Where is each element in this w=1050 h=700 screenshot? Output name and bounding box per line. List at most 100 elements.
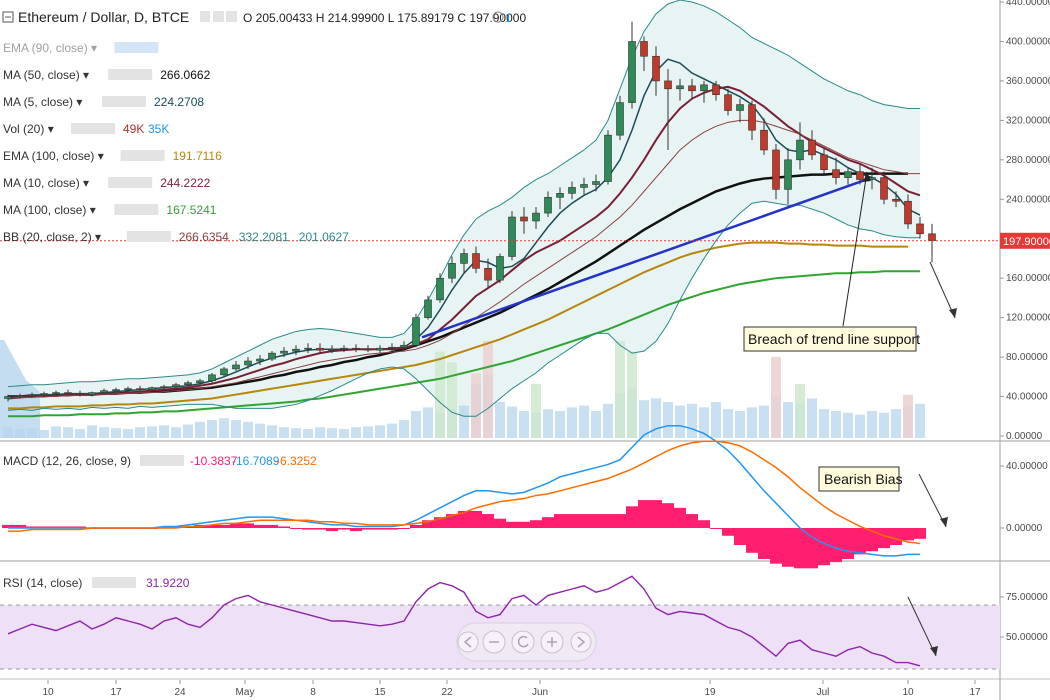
macd-histogram-bar bbox=[878, 528, 890, 549]
legend-row-ema90[interactable]: EMA (90, close) ▾ bbox=[3, 41, 159, 55]
down-arrow-head bbox=[940, 517, 948, 527]
legend-settings-icons[interactable] bbox=[114, 42, 159, 53]
legend-settings-icons[interactable] bbox=[126, 231, 171, 242]
macd-histogram-bar bbox=[14, 524, 26, 528]
chevron-left-icon[interactable] bbox=[457, 631, 479, 653]
volume-bar bbox=[351, 427, 361, 438]
legend-settings-icons[interactable] bbox=[114, 204, 159, 215]
candle bbox=[472, 246, 480, 274]
candle-body bbox=[220, 368, 228, 376]
candle bbox=[424, 295, 432, 320]
candle bbox=[304, 343, 312, 354]
candle-body bbox=[928, 233, 936, 242]
legend-settings-icons[interactable] bbox=[108, 69, 153, 80]
candle-body bbox=[472, 253, 480, 269]
candle-body bbox=[160, 386, 168, 388]
volume-bar bbox=[111, 428, 121, 438]
macd-histogram-bar bbox=[662, 503, 674, 528]
legend-row-ma10[interactable]: MA (10, close) ▾ 244.2222 bbox=[3, 176, 211, 190]
macd-histogram-bar bbox=[794, 528, 806, 569]
candle bbox=[268, 351, 276, 362]
down-arrow bbox=[929, 261, 956, 319]
header-settings-icons[interactable] bbox=[200, 11, 237, 22]
macd-histogram-bar bbox=[62, 526, 74, 528]
annotation-pointer bbox=[842, 171, 868, 327]
legend-row-bb[interactable]: BB (20, close, 2) ▾ 266.6354 332.2081 201.0… bbox=[3, 230, 349, 244]
volume-bar bbox=[723, 409, 733, 438]
volume-bar bbox=[231, 420, 241, 438]
volume-spike-bar bbox=[615, 340, 625, 438]
annotation-arrowhead bbox=[863, 172, 871, 182]
macd-histogram-bar bbox=[2, 524, 14, 528]
reset-icon[interactable] bbox=[511, 630, 535, 654]
minus-square-icon[interactable] bbox=[2, 11, 14, 23]
legend-value: 266.0662 bbox=[160, 68, 210, 82]
macd-histogram-bar bbox=[458, 510, 470, 528]
candle-body bbox=[208, 374, 216, 382]
price-axis-label: 320.00000 bbox=[1006, 115, 1050, 126]
legend-label: Vol (20) ▾ bbox=[3, 122, 54, 136]
volume-bar bbox=[315, 427, 325, 438]
candle bbox=[664, 69, 672, 150]
symbol-title: Ethereum / Dollar, D, BTCE bbox=[18, 9, 189, 25]
legend-settings-icons[interactable] bbox=[108, 177, 153, 188]
legend-row-ema100[interactable]: EMA (100, close) ▾ 191.7116 bbox=[3, 149, 222, 163]
candle-body bbox=[148, 387, 156, 390]
candle-body bbox=[64, 392, 72, 394]
macd-histogram-bar bbox=[554, 514, 566, 528]
volume-bar bbox=[711, 402, 721, 438]
settings-icon[interactable] bbox=[213, 11, 224, 22]
macd-histogram-bar bbox=[866, 528, 878, 552]
macd-histogram-bar bbox=[530, 520, 542, 528]
candle bbox=[856, 164, 864, 185]
volume-bar bbox=[687, 403, 697, 438]
trend-line bbox=[421, 176, 873, 339]
legend-value: 201.0627 bbox=[299, 230, 349, 244]
volume-bar bbox=[855, 414, 865, 438]
candle bbox=[436, 273, 444, 303]
candle bbox=[676, 78, 684, 101]
chevron-right-icon[interactable] bbox=[570, 631, 592, 653]
legend-settings-icons[interactable] bbox=[102, 96, 146, 107]
rsi-settings-icons[interactable] bbox=[92, 577, 136, 588]
macd-histogram-bar bbox=[698, 520, 710, 528]
candle-body bbox=[736, 104, 744, 111]
down-arrow bbox=[918, 473, 947, 528]
candle bbox=[820, 147, 828, 175]
legend-settings-icons[interactable] bbox=[120, 150, 165, 161]
candle-body bbox=[844, 171, 852, 178]
legend-row-ma50[interactable]: MA (50, close) ▾ 266.0662 bbox=[3, 68, 211, 82]
legend-settings-icons[interactable] bbox=[71, 123, 115, 134]
macd-histogram-bar bbox=[50, 526, 62, 528]
macd-histogram-bar bbox=[362, 528, 374, 530]
macd-settings-icons[interactable] bbox=[140, 455, 184, 466]
volume-bar bbox=[219, 418, 229, 438]
rsi-axis-label: 75.00000 bbox=[1006, 592, 1048, 603]
macd-histogram-bar bbox=[614, 514, 626, 528]
candle bbox=[796, 122, 804, 170]
legend-row-ma100[interactable]: MA (100, close) ▾ 167.5241 bbox=[3, 203, 217, 217]
legend-row-ma5[interactable]: MA (5, close) ▾ 224.2708 bbox=[3, 95, 204, 109]
zoom-controls[interactable] bbox=[456, 622, 597, 662]
macd-histogram-bar bbox=[506, 521, 518, 528]
candle-body bbox=[880, 177, 888, 200]
volume-bar bbox=[735, 411, 745, 438]
macd-histogram-bar bbox=[578, 514, 590, 528]
candle-body bbox=[340, 347, 348, 350]
candle-body bbox=[532, 212, 540, 222]
settings-icon[interactable] bbox=[226, 11, 237, 22]
legend-row-vol20[interactable]: Vol (20) ▾ 49K 35K bbox=[3, 122, 169, 136]
volume-bar bbox=[75, 429, 85, 438]
plus-circle-icon[interactable] bbox=[540, 630, 564, 654]
minus-circle-icon[interactable] bbox=[482, 630, 506, 654]
alert-count: 1 bbox=[505, 11, 512, 25]
volume-bar bbox=[411, 411, 421, 438]
line-ma-100-close bbox=[8, 270, 920, 418]
volume-bar bbox=[327, 428, 337, 438]
volume-bar bbox=[123, 429, 133, 438]
candle bbox=[892, 191, 900, 208]
dropdown-icon[interactable] bbox=[200, 11, 210, 22]
rsi-title: RSI (14, close) bbox=[3, 576, 82, 590]
macd-histogram-bar bbox=[914, 528, 926, 539]
alarm-clock-icon[interactable] bbox=[492, 11, 504, 23]
